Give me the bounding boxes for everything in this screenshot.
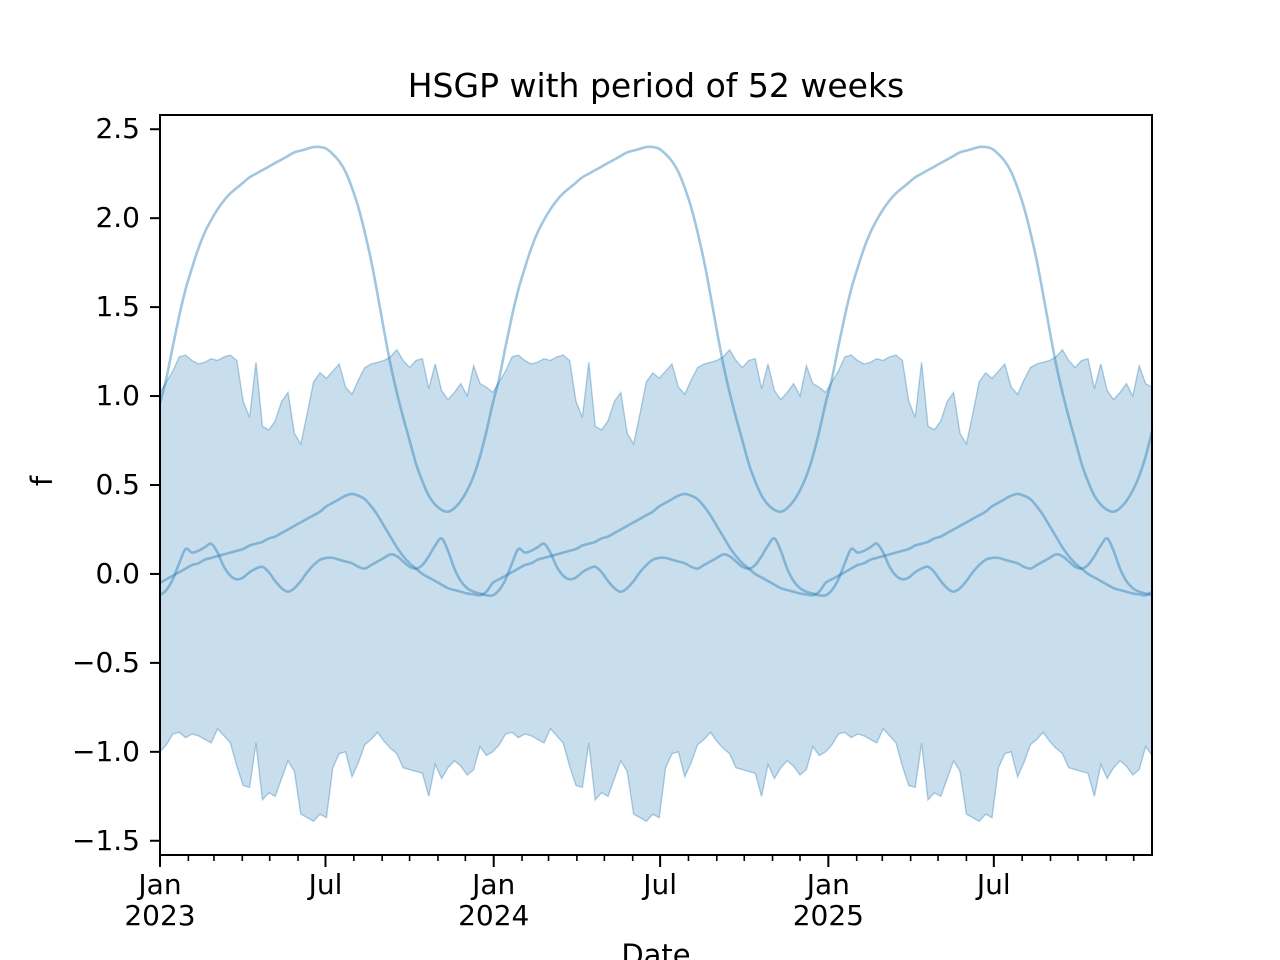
x-tick-month: Jan xyxy=(806,868,850,901)
x-tick-month: Jul xyxy=(308,868,343,901)
x-tick-month: Jul xyxy=(643,868,677,901)
y-tick-label: 2.5 xyxy=(95,112,140,146)
x-tick-month: Jul xyxy=(976,868,1011,901)
gp-sample-line-1 xyxy=(158,145,1154,514)
y-tick-label: −1.5 xyxy=(72,823,140,857)
x-tick-month: Jan xyxy=(472,868,516,901)
credible-band-lower-edge xyxy=(159,727,1153,823)
axes-frame xyxy=(159,114,1153,856)
gp-sample-line-2 xyxy=(158,492,1154,597)
x-tick-label: Jul xyxy=(580,869,740,900)
y-tick-label: 2.0 xyxy=(95,201,140,235)
x-tick-year: 2024 xyxy=(458,899,530,932)
y-tick-label: −0.5 xyxy=(72,645,140,679)
x-tick-year: 2023 xyxy=(124,899,196,932)
y-tick-label: 1.5 xyxy=(95,290,140,324)
credible-band-upper-edge xyxy=(159,348,1153,446)
chart-title: HSGP with period of 52 weeks xyxy=(407,66,905,105)
y-tick-label: 0.0 xyxy=(95,556,140,590)
x-tick-year: 2025 xyxy=(792,899,864,932)
x-tick-label: Jan 2023 xyxy=(80,869,240,931)
x-tick-label: Jul xyxy=(245,869,405,900)
x-tick-month: Jan xyxy=(138,868,182,901)
y-tick-label: 1.0 xyxy=(95,379,140,413)
x-tick-label: Jul xyxy=(914,869,1074,900)
x-tick-label: Jan 2025 xyxy=(748,869,908,931)
y-tick-label: 0.5 xyxy=(95,468,140,501)
credible-band xyxy=(160,349,1152,822)
y-tick-label: −1.0 xyxy=(72,734,140,768)
x-tick-label: Jan 2024 xyxy=(414,869,574,931)
x-axis-label: Date xyxy=(621,938,691,960)
gp-sample-line-3 xyxy=(158,537,1154,598)
